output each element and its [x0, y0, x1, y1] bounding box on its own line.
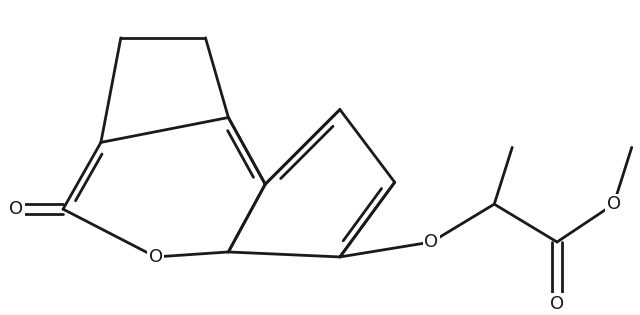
Text: O: O: [9, 200, 23, 218]
Text: O: O: [148, 248, 163, 266]
Text: O: O: [550, 295, 564, 313]
Text: O: O: [424, 233, 438, 251]
Text: O: O: [607, 195, 621, 213]
